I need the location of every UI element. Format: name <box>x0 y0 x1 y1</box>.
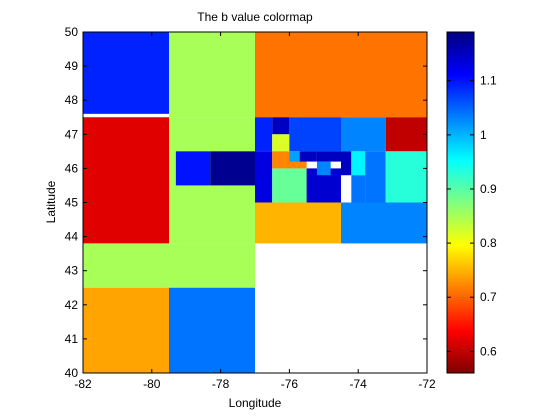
x-axis-ticks: -82 -80 -78 -76 -74 -72 <box>74 32 436 391</box>
y-tick-label: 46 <box>65 161 79 175</box>
heatmap-cell <box>169 32 255 118</box>
x-tick-label: -80 <box>143 377 161 391</box>
colorbar <box>446 31 475 374</box>
y-tick-label: 42 <box>65 298 79 312</box>
heatmap-cell <box>341 117 386 152</box>
colorbar-tick-label: 1.1 <box>480 74 497 88</box>
heatmap-cell <box>255 151 273 203</box>
heatmap-cell <box>316 161 331 176</box>
y-tick-label: 49 <box>65 59 79 73</box>
heatmap-cell <box>341 151 352 176</box>
chart-title: The b value colormap <box>197 10 313 24</box>
heatmap-cell <box>255 117 273 152</box>
heatmap-cell <box>83 117 169 244</box>
colorbar-tick-label: 1 <box>480 128 487 142</box>
heatmap-cell <box>316 151 341 162</box>
heatmap-cells <box>83 32 427 373</box>
y-axis-ticks: 40 41 42 43 44 45 46 47 48 49 50 <box>65 25 427 380</box>
heatmap-cell <box>255 32 427 118</box>
y-tick-label: 44 <box>65 230 79 244</box>
y-tick-label: 43 <box>65 264 79 278</box>
heatmap-cell <box>272 117 290 135</box>
y-tick-label: 50 <box>65 25 79 39</box>
colorbar-tick-label: 0.6 <box>480 344 497 358</box>
x-tick-label: -74 <box>350 377 368 391</box>
colorbar-ticks: 0.6 0.7 0.8 0.9 1 1.1 <box>447 74 497 358</box>
y-tick-label: 45 <box>65 196 79 210</box>
heatmap-cell <box>385 151 427 203</box>
heatmap-cell <box>272 168 307 203</box>
heatmap-cell <box>210 151 255 186</box>
heatmap-cell <box>385 117 427 152</box>
x-tick-label: -72 <box>418 377 436 391</box>
y-tick-label: 47 <box>65 127 79 141</box>
heatmap-cell <box>351 175 366 203</box>
heatmap-cell <box>341 202 427 244</box>
x-tick-label: -78 <box>212 377 230 391</box>
x-tick-label: -76 <box>281 377 299 391</box>
heatmap-cell <box>351 151 366 176</box>
heatmap-cell <box>299 151 317 162</box>
heatmap-cell <box>255 202 341 244</box>
heatmap-cell <box>169 185 255 244</box>
y-tick-label: 48 <box>65 93 79 107</box>
heatmap-cell <box>289 151 300 162</box>
colorbar-tick-label: 0.8 <box>480 236 497 250</box>
heatmap-cell <box>289 117 341 152</box>
colorbar-tick-label: 0.9 <box>480 182 497 196</box>
heatmap-cell <box>83 32 169 114</box>
heatmap-cell <box>169 287 255 373</box>
x-axis-label: Longitude <box>229 396 282 410</box>
x-tick-label: -82 <box>74 377 92 391</box>
y-tick-label: 40 <box>65 366 79 380</box>
y-tick-label: 41 <box>65 332 79 346</box>
heatmap-cell <box>365 151 386 203</box>
y-axis-label: Latitude <box>44 180 58 223</box>
heatmap-cell <box>175 151 211 186</box>
heatmap-cell <box>83 287 169 373</box>
colorbar-tick-label: 0.7 <box>480 290 497 304</box>
heatmap-cell <box>272 134 290 152</box>
heatmap-cell <box>83 243 255 288</box>
